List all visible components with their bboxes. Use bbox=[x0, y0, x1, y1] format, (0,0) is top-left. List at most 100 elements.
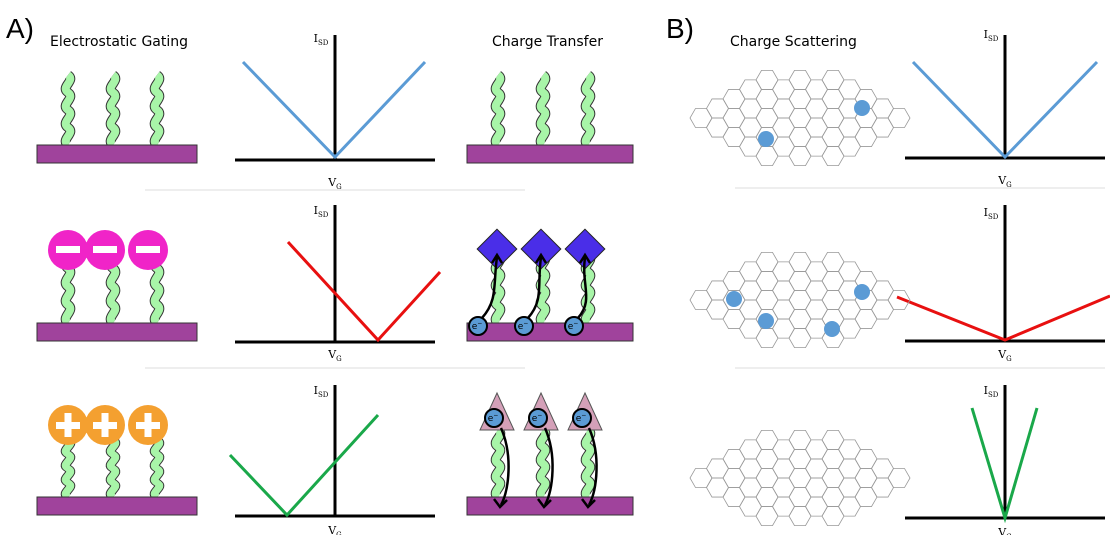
substrate bbox=[37, 145, 197, 163]
impurity bbox=[854, 284, 870, 300]
graphene-hex bbox=[756, 329, 778, 348]
impurity bbox=[854, 100, 870, 116]
graphene-hex bbox=[839, 80, 861, 99]
graphene-hex bbox=[707, 300, 729, 319]
graphene-hex bbox=[690, 290, 712, 309]
graphene-hex bbox=[690, 108, 712, 127]
strand bbox=[496, 75, 501, 145]
graphene-hex bbox=[855, 468, 877, 487]
label-sub: G bbox=[336, 183, 342, 191]
curve bbox=[230, 415, 378, 515]
impurity bbox=[726, 291, 742, 307]
graphene-hex bbox=[723, 310, 745, 329]
graphene-hex bbox=[806, 459, 828, 478]
minus-sign bbox=[93, 246, 117, 253]
strand bbox=[586, 75, 591, 145]
graphene-hex bbox=[740, 478, 762, 497]
graphene-hex bbox=[789, 89, 811, 108]
minus-sign bbox=[56, 246, 80, 253]
label-sub: − bbox=[573, 320, 578, 327]
graphene-hex bbox=[806, 440, 828, 459]
graphene-hex bbox=[822, 290, 844, 309]
graphene-hex bbox=[839, 262, 861, 281]
graphene-hex bbox=[789, 329, 811, 348]
graphene-hex bbox=[773, 80, 795, 99]
graphene-hex bbox=[822, 252, 844, 271]
graphene-hex bbox=[839, 300, 861, 319]
graphene-hex bbox=[740, 262, 762, 281]
graphene-hex bbox=[756, 271, 778, 290]
graphene-hex bbox=[756, 147, 778, 166]
strand bbox=[496, 430, 501, 497]
graphene-hex bbox=[806, 281, 828, 300]
graphene-hex bbox=[789, 252, 811, 271]
graphene-hex bbox=[723, 108, 745, 127]
graphene-hex bbox=[839, 137, 861, 156]
impurity bbox=[758, 131, 774, 147]
graphene-hex bbox=[872, 281, 894, 300]
plus-sign bbox=[102, 413, 109, 437]
graphene-hex bbox=[789, 310, 811, 329]
graphene-hex bbox=[756, 70, 778, 89]
graphene-hex bbox=[723, 271, 745, 290]
graphene-hex bbox=[773, 459, 795, 478]
label-sub: − bbox=[523, 320, 528, 327]
axis-label: ISD bbox=[314, 384, 329, 399]
graphene-hex bbox=[822, 89, 844, 108]
graphene-hex bbox=[789, 290, 811, 309]
strand bbox=[155, 440, 160, 497]
graphene-hex bbox=[789, 507, 811, 526]
graphene-hex bbox=[806, 497, 828, 516]
graphene-hex bbox=[855, 488, 877, 507]
column-title: Charge Transfer bbox=[492, 34, 603, 50]
graphene-hex bbox=[690, 468, 712, 487]
graphene-hex bbox=[740, 440, 762, 459]
graphene-hex bbox=[789, 147, 811, 166]
column-title: Electrostatic Gating bbox=[50, 34, 188, 50]
strand bbox=[111, 440, 116, 497]
graphene-hex bbox=[839, 497, 861, 516]
graphene-hex bbox=[855, 128, 877, 147]
substrate bbox=[467, 323, 633, 341]
axis-label: VG bbox=[997, 174, 1012, 189]
axis-label: VG bbox=[327, 524, 342, 535]
substrate bbox=[37, 497, 197, 515]
graphene-hex bbox=[773, 262, 795, 281]
graphene-hex bbox=[822, 507, 844, 526]
axis-label: ISD bbox=[984, 384, 999, 399]
axis-label: ISD bbox=[984, 28, 999, 43]
graphene-hex bbox=[707, 118, 729, 137]
graphene-hex bbox=[723, 468, 745, 487]
graphene-hex bbox=[839, 440, 861, 459]
graphene-hex bbox=[822, 128, 844, 147]
label-sub: − bbox=[477, 320, 482, 327]
plus-sign bbox=[65, 413, 72, 437]
graphene-hex bbox=[872, 478, 894, 497]
axis-label: ISD bbox=[314, 32, 329, 47]
graphene-hex bbox=[773, 99, 795, 118]
graphene-hex bbox=[806, 478, 828, 497]
graphene-hex bbox=[822, 488, 844, 507]
graphene-hex bbox=[806, 99, 828, 118]
graphene-hex bbox=[888, 108, 910, 127]
graphene-hex bbox=[756, 290, 778, 309]
graphene-hex bbox=[756, 488, 778, 507]
graphene-hex bbox=[756, 430, 778, 449]
label-sub: G bbox=[336, 531, 342, 535]
graphene-hex bbox=[822, 468, 844, 487]
strand bbox=[66, 75, 71, 145]
graphene-hex bbox=[872, 118, 894, 137]
graphene-hex bbox=[707, 478, 729, 497]
graphene-hex bbox=[773, 137, 795, 156]
label-sub: G bbox=[1006, 181, 1012, 189]
graphene-hex bbox=[723, 488, 745, 507]
graphene-hex bbox=[789, 70, 811, 89]
minus-sign bbox=[136, 246, 160, 253]
graphene-hex bbox=[723, 128, 745, 147]
graphene-hex bbox=[822, 430, 844, 449]
graphene-hex bbox=[756, 252, 778, 271]
graphene-hex bbox=[773, 440, 795, 459]
graphene-hex bbox=[872, 99, 894, 118]
graphene-hex bbox=[789, 468, 811, 487]
column-title: Charge Scattering bbox=[730, 34, 857, 50]
